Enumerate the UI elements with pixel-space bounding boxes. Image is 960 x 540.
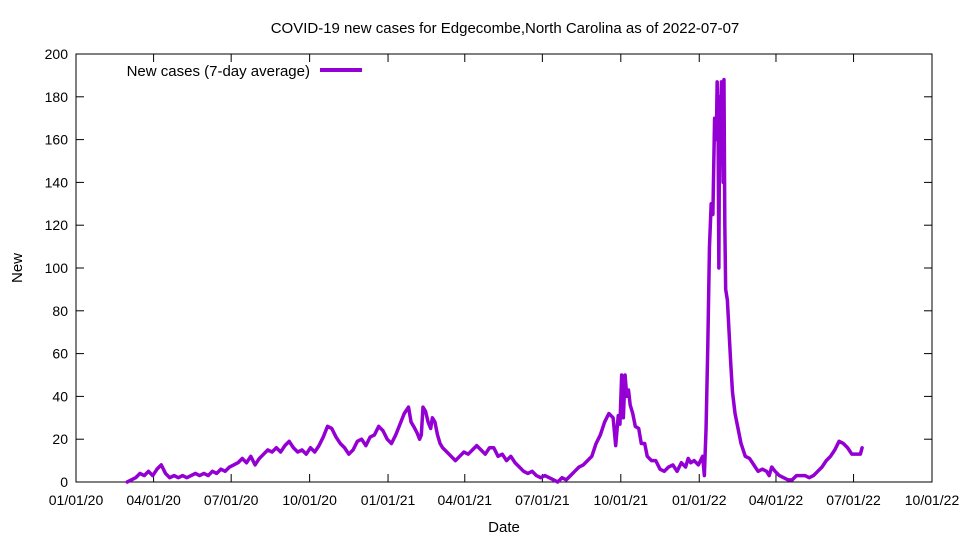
x-tick-label: 01/01/22 [672,492,727,508]
y-tick-label: 0 [60,474,68,490]
y-axis-label: New [9,253,26,283]
x-tick-label: 07/01/22 [826,492,881,508]
x-tick-label: 10/01/22 [905,492,960,508]
chart-title: COVID-19 new cases for Edgecombe,North C… [271,20,740,37]
plot-frame [75,53,933,483]
axis-ticks: 0 20 40 60 80 100 120 140 160 180 200 01/01/20 04/01… [45,46,960,508]
series-line-0 [125,77,864,484]
legend: New cases (7-day average) [127,63,362,80]
legend-label: New cases (7-day average) [127,63,310,80]
x-axis-label: Date [488,519,520,536]
x-tick-label: 10/01/21 [594,492,649,508]
y-tick-label: 20 [52,431,68,447]
y-tick-label: 200 [45,46,69,62]
x-tick-label: 07/01/20 [204,492,259,508]
y-tick-label: 100 [45,260,69,276]
y-tick-label: 120 [45,217,69,233]
x-tick-label: 04/01/22 [749,492,804,508]
x-tick-label: 04/01/20 [126,492,181,508]
x-tick-label: 10/01/20 [282,492,337,508]
y-tick-label: 140 [45,174,69,190]
y-tick-label: 180 [45,89,69,105]
y-tick-label: 160 [45,132,69,148]
y-tick-label: 60 [52,346,68,362]
x-tick-label: 01/01/21 [361,492,416,508]
series-layer [125,77,864,484]
y-tick-label: 40 [52,388,68,404]
x-tick-label: 07/01/21 [515,492,570,508]
x-tick-label: 04/01/21 [438,492,493,508]
x-tick-label: 01/01/20 [49,492,104,508]
y-tick-label: 80 [52,303,68,319]
